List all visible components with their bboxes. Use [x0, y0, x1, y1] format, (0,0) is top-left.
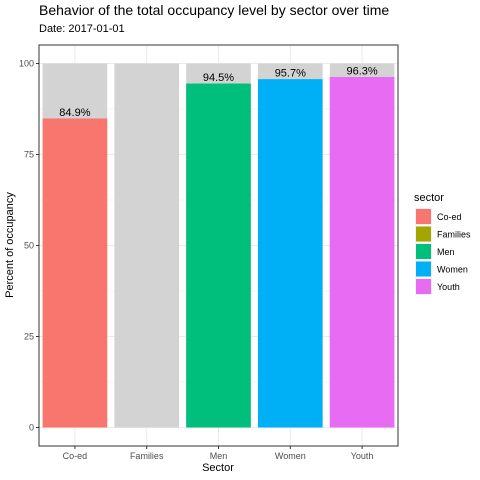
data-label: 84.9% — [59, 107, 90, 119]
legend-swatch — [416, 209, 431, 224]
background-bar — [114, 63, 180, 428]
x-tick-label: Women — [275, 451, 306, 461]
legend-label: Families — [437, 230, 471, 240]
data-label: 95.7% — [275, 68, 306, 80]
legend: sector Co-ed Families Men Women Youth — [414, 192, 471, 295]
plot-area: 84.9% 94.5% 95.7% 96.3% 0 25 50 75 100 Co-ed Famil… — [19, 44, 399, 461]
x-tick-label: Men — [210, 451, 228, 461]
bar — [257, 79, 323, 428]
legend-swatch — [416, 279, 431, 294]
data-label: 94.5% — [203, 72, 234, 84]
y-tick-label: 25 — [24, 332, 34, 342]
legend-swatch — [416, 226, 431, 242]
legend-swatch — [416, 261, 431, 277]
bar — [186, 83, 251, 428]
y-tick-label: 100 — [19, 59, 34, 69]
x-tick-label: Families — [130, 451, 164, 461]
y-axis-title: Percent of occupancy — [4, 192, 16, 298]
legend-label: Men — [437, 247, 455, 257]
data-label: 96.3% — [346, 65, 377, 77]
bar — [42, 118, 108, 428]
legend-label: Youth — [437, 282, 460, 292]
x-tick-label: Co-ed — [63, 451, 88, 461]
y-tick-label: 75 — [24, 150, 34, 160]
x-axis-title: Sector — [202, 462, 234, 474]
y-tick-label: 0 — [29, 423, 34, 433]
chart-subtitle: Date: 2017-01-01 — [39, 23, 125, 35]
legend-title: sector — [414, 192, 444, 204]
legend-label: Women — [437, 265, 468, 275]
legend-label: Co-ed — [437, 212, 462, 222]
y-tick-label: 50 — [24, 241, 34, 251]
bar — [329, 76, 395, 428]
chart-title: Behavior of the total occupancy level by… — [39, 2, 389, 18]
legend-swatch — [416, 244, 431, 259]
x-tick-label: Youth — [351, 451, 374, 461]
